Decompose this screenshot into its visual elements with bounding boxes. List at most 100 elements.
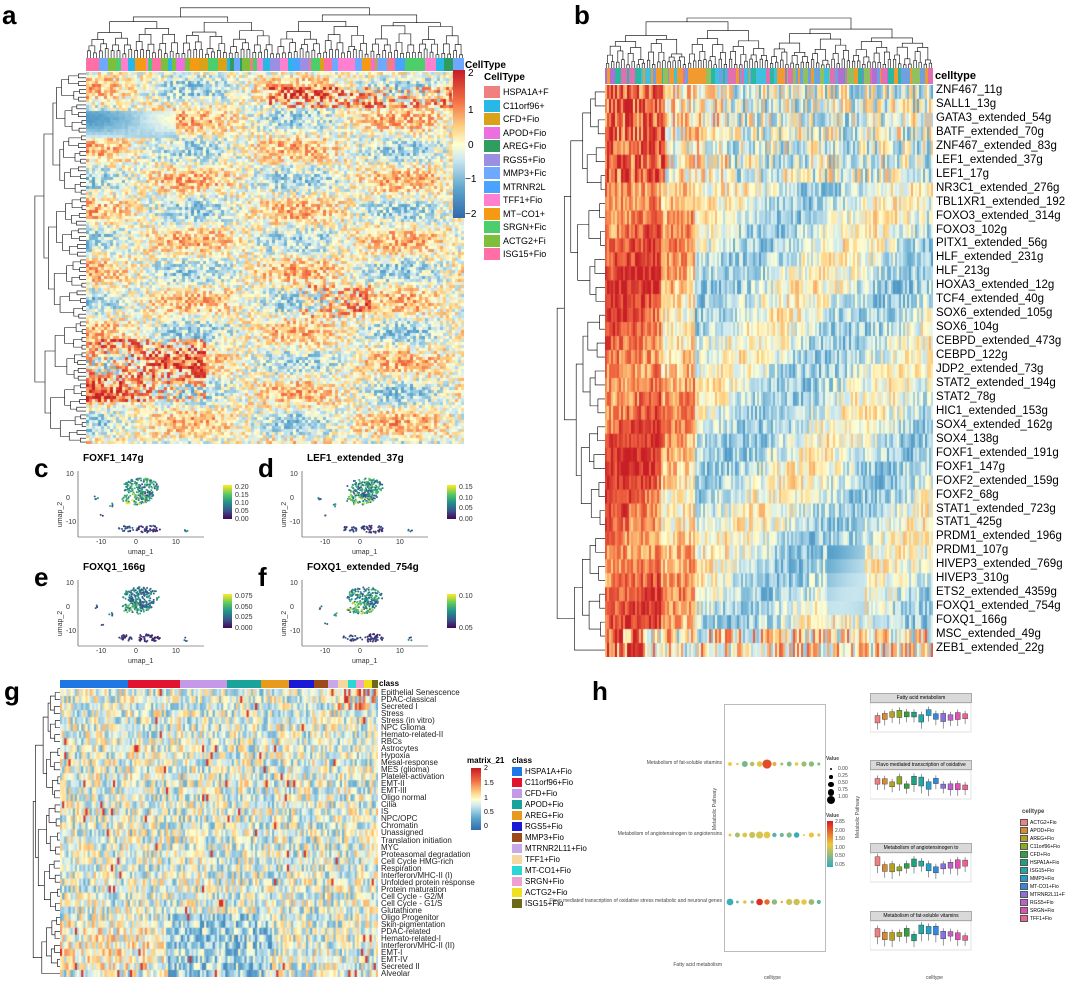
legend-label: APOD+Fio — [1030, 827, 1055, 834]
celltype-annotation-cell — [881, 68, 887, 84]
box-legend-item: HSPA1A+Fio — [1020, 859, 1059, 866]
dendrogram-branch — [53, 860, 60, 869]
dot — [786, 832, 792, 838]
legend-label: ACTG2+Fio — [1030, 819, 1057, 826]
dendrogram-branch — [773, 48, 785, 57]
celltype-annotation-cell — [311, 58, 320, 71]
celltype-annotation-cell — [777, 68, 779, 84]
celltype-annotation-cell — [128, 58, 135, 71]
legend-label: RGS5+Fio — [503, 154, 546, 165]
signature-label: Secreted II — [381, 961, 420, 971]
dot — [817, 762, 821, 766]
signature-label: EMT-II — [381, 779, 405, 789]
regulon-label: PITX1_extended_56g — [936, 237, 1048, 250]
legend-swatch — [1020, 827, 1028, 834]
signature-label: Alveolar — [381, 968, 410, 978]
dendrogram-branch — [56, 211, 66, 243]
dendrogram-branch — [873, 52, 880, 63]
signature-label: PDAC-related — [381, 926, 431, 936]
regulon-label: HLF_213g — [936, 265, 990, 278]
celltype-legend-item: MMP3+Fic — [484, 167, 546, 179]
boxplot-box — [925, 709, 932, 716]
boxplot-box — [925, 863, 932, 872]
size-legend-tick: 0.75 — [838, 787, 848, 793]
celltype-annotation-cell — [770, 68, 774, 84]
dendrogram-branch — [913, 60, 917, 68]
dot — [756, 761, 763, 767]
class-annotation-cell — [364, 680, 372, 688]
dendrogram-branch — [903, 64, 907, 68]
dendrogram-branch — [68, 137, 82, 146]
umap-tick: -10 — [290, 628, 301, 635]
boxplot-box — [955, 859, 961, 869]
legend-swatch — [1020, 819, 1028, 826]
regulon-label: CEBPD_extended_473g — [936, 335, 1062, 348]
umap-title: FOXQ1_extended_754g — [307, 562, 419, 573]
celltype-annotation-cell — [234, 58, 240, 71]
dot — [808, 832, 814, 838]
umap-tick: -10 — [320, 648, 331, 655]
dendrogram-branch — [134, 50, 138, 58]
celltype-annotation-cell — [643, 68, 645, 84]
dendrogram-branch — [703, 59, 707, 68]
dendrogram-branch — [645, 21, 729, 36]
regulon-label: ETS2_extended_4359g — [936, 586, 1057, 599]
dendrogram-branch — [76, 220, 86, 226]
panel-a-scale-tick: 1 — [468, 105, 474, 116]
dendrogram-branch — [104, 48, 109, 58]
dendrogram-branch — [739, 64, 743, 68]
dendrogram-branch — [896, 46, 908, 59]
dendrogram-branch — [76, 290, 86, 296]
legend-swatch — [512, 877, 522, 886]
dot — [780, 762, 784, 766]
legend-label: CFD+Fio — [503, 114, 540, 124]
celltype-annotation-cell — [723, 68, 725, 84]
dendrogram-branch — [77, 360, 86, 365]
dendrogram-branch — [422, 39, 435, 45]
umap-colorbar-tick: 0.10 — [235, 500, 249, 507]
class-annotation-cell — [348, 680, 356, 688]
dendrogram-branch — [79, 267, 86, 272]
dendrogram-branch — [428, 26, 453, 40]
regulon-label: HIC1_extended_153g — [936, 404, 1048, 417]
dot — [801, 899, 807, 905]
umap-colorbar-tick: 0.050 — [235, 603, 253, 611]
celltype-annotation-cell — [880, 68, 881, 84]
dendrogram-branch — [360, 43, 367, 55]
dendrogram-branch — [329, 49, 333, 58]
legend-label: MT−CO1+ — [503, 208, 546, 219]
dendrogram-branch — [62, 234, 72, 251]
legend-swatch — [1020, 875, 1028, 882]
celltype-legend-item: ACTG2+Fi — [484, 234, 546, 247]
dendrogram-branch — [588, 600, 601, 630]
legend-swatch — [512, 800, 522, 809]
celltype-annotation-cell — [152, 58, 161, 71]
class-legend-item: MMP3+Fio — [512, 833, 564, 842]
umap-x-label: umap_1 — [128, 658, 154, 665]
dendrogram-branch — [78, 81, 86, 86]
size-legend-tick: 1.00 — [838, 794, 848, 800]
umap-tick: 10 — [290, 471, 298, 478]
dendrogram-branch — [595, 538, 605, 553]
dendrogram-branch — [49, 836, 58, 851]
celltype-annotation-cell — [888, 68, 894, 84]
legend-label: AREG+Fio — [525, 811, 564, 820]
dot — [742, 832, 748, 838]
dot — [817, 833, 821, 837]
celltype-annotation-cell — [416, 58, 425, 71]
dendrogram-branch — [80, 174, 86, 179]
dot — [801, 761, 807, 767]
legend-swatch — [484, 194, 500, 206]
dendrogram-branch — [63, 141, 76, 158]
dendrogram-branch — [636, 64, 640, 68]
class-legend-item: MTRNR2L11+Fio — [512, 844, 587, 853]
dendrogram-branch — [264, 49, 268, 58]
dendrogram-branch — [597, 119, 605, 135]
umap-colorbar-tick: 0.15 — [235, 492, 249, 499]
umap-tick: 0 — [358, 539, 362, 546]
dendrogram-branch — [55, 902, 60, 911]
umap-scatter — [301, 580, 428, 647]
legend-label: ISG15+Fio — [525, 899, 564, 908]
size-legend-dot — [828, 782, 834, 788]
dendrogram-branch — [305, 51, 310, 58]
